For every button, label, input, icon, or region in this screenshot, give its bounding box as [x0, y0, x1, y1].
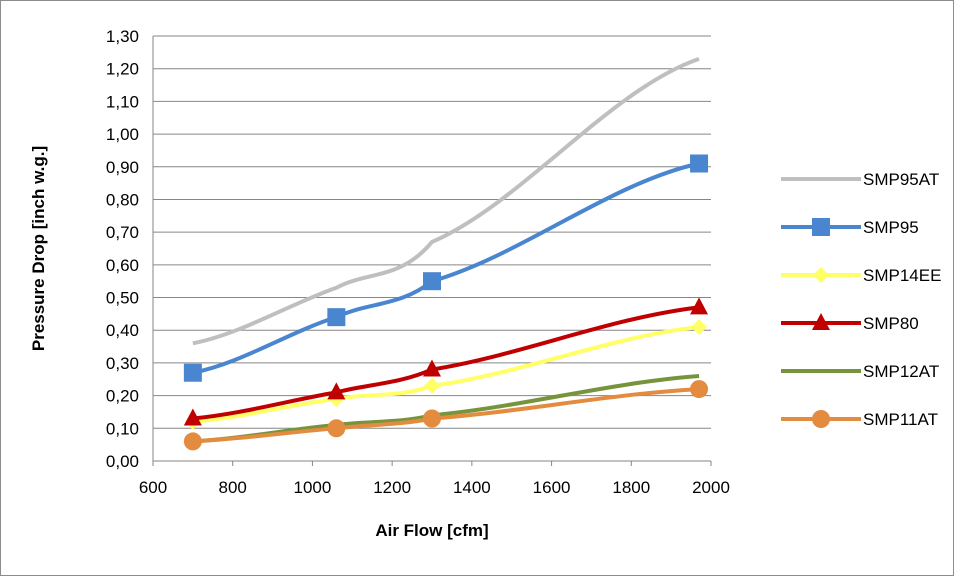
- x-tick-label: 1200: [373, 478, 411, 497]
- y-tick-label: 0,90: [106, 158, 139, 177]
- legend-item-smp12at: SMP12AT: [781, 362, 939, 381]
- legend-label-smp11at: SMP11AT: [863, 410, 938, 429]
- legend-item-smp11at: SMP11AT: [781, 410, 938, 429]
- y-tick-label: 0,20: [106, 387, 139, 406]
- x-tick-label: 1600: [533, 478, 571, 497]
- gridlines: [153, 35, 711, 429]
- y-tick-label: 1,10: [106, 92, 139, 111]
- data-point-smp80: [183, 408, 202, 426]
- legend-label-smp95: SMP95: [863, 218, 919, 237]
- x-tick-label: 1800: [612, 478, 650, 497]
- x-tick-label: 2000: [692, 478, 730, 497]
- x-tick-label: 600: [139, 478, 167, 497]
- series-line-smp95at: [192, 56, 700, 346]
- data-point-smp11at: [183, 432, 202, 451]
- data-point-smp11at: [423, 409, 441, 428]
- legend-marker-smp95: [812, 218, 830, 236]
- y-tick-label: 0,10: [106, 419, 139, 438]
- legend-label-smp12at: SMP12AT: [863, 362, 939, 381]
- series-smp80: [183, 297, 709, 426]
- y-tick-label: 0,00: [106, 452, 139, 471]
- data-point-smp11at: [690, 380, 709, 399]
- series-smp95at: [192, 56, 700, 346]
- series-line-smp14ee: [192, 324, 700, 424]
- legend-label-smp80: SMP80: [863, 314, 919, 333]
- y-tick-label: 1,20: [106, 60, 139, 79]
- y-tick-label: 0,50: [106, 289, 139, 308]
- legend-item-smp95at: SMP95AT: [781, 170, 939, 189]
- legend-marker-smp11at: [812, 410, 830, 428]
- x-tick-label: 1000: [294, 478, 332, 497]
- data-point-smp80: [423, 359, 441, 377]
- y-tick-label: 0,40: [106, 321, 139, 340]
- series-line-smp11at: [192, 387, 700, 444]
- y-tick-label: 0,80: [106, 190, 139, 209]
- y-tick-label: 1,00: [106, 125, 139, 144]
- series-smp11at: [183, 380, 709, 451]
- y-axis-title: Pressure Drop [inch w.g.]: [29, 146, 48, 351]
- tick-labels: 0,00 0,10 0,20 0,30 0,40 0,50 0,60 0,70 0,80 0,90…: [106, 27, 730, 497]
- series-line-smp95: [192, 161, 700, 375]
- legend-item-smp14ee: SMP14EE: [781, 266, 941, 285]
- y-tick-label: 0,30: [106, 354, 139, 373]
- legend-label-smp14ee: SMP14EE: [863, 266, 941, 285]
- legend-marker-smp14ee: [813, 267, 829, 283]
- data-point-smp80: [690, 297, 709, 315]
- y-tick-label: 0,70: [106, 223, 139, 242]
- x-tick-label: 800: [219, 478, 247, 497]
- data-point-smp14ee: [424, 377, 440, 394]
- series-line-smp80: [192, 305, 700, 421]
- series-layer: [183, 56, 709, 451]
- y-tick-label: 1,30: [106, 27, 139, 46]
- data-point-smp95: [423, 272, 441, 291]
- data-point-smp95: [327, 308, 346, 327]
- data-point-smp80: [327, 382, 346, 400]
- y-tick-label: 0,60: [106, 256, 139, 275]
- legend-item-smp80: SMP80: [781, 313, 919, 333]
- data-point-smp95: [183, 363, 202, 382]
- data-point-smp11at: [327, 419, 346, 438]
- axes: [152, 36, 712, 466]
- legend-marker-smp80: [812, 313, 830, 330]
- data-point-smp14ee: [691, 318, 708, 335]
- x-tick-label: 1400: [453, 478, 491, 497]
- legend: SMP95AT SMP95 SMP14EE SMP80 SMP12AT SMP11AT: [781, 170, 941, 429]
- legend-item-smp95: SMP95: [781, 218, 919, 237]
- data-point-smp95: [690, 154, 709, 173]
- series-smp95: [183, 154, 709, 382]
- x-axis-title: Air Flow [cfm]: [375, 521, 488, 540]
- legend-label-smp95at: SMP95AT: [863, 170, 939, 189]
